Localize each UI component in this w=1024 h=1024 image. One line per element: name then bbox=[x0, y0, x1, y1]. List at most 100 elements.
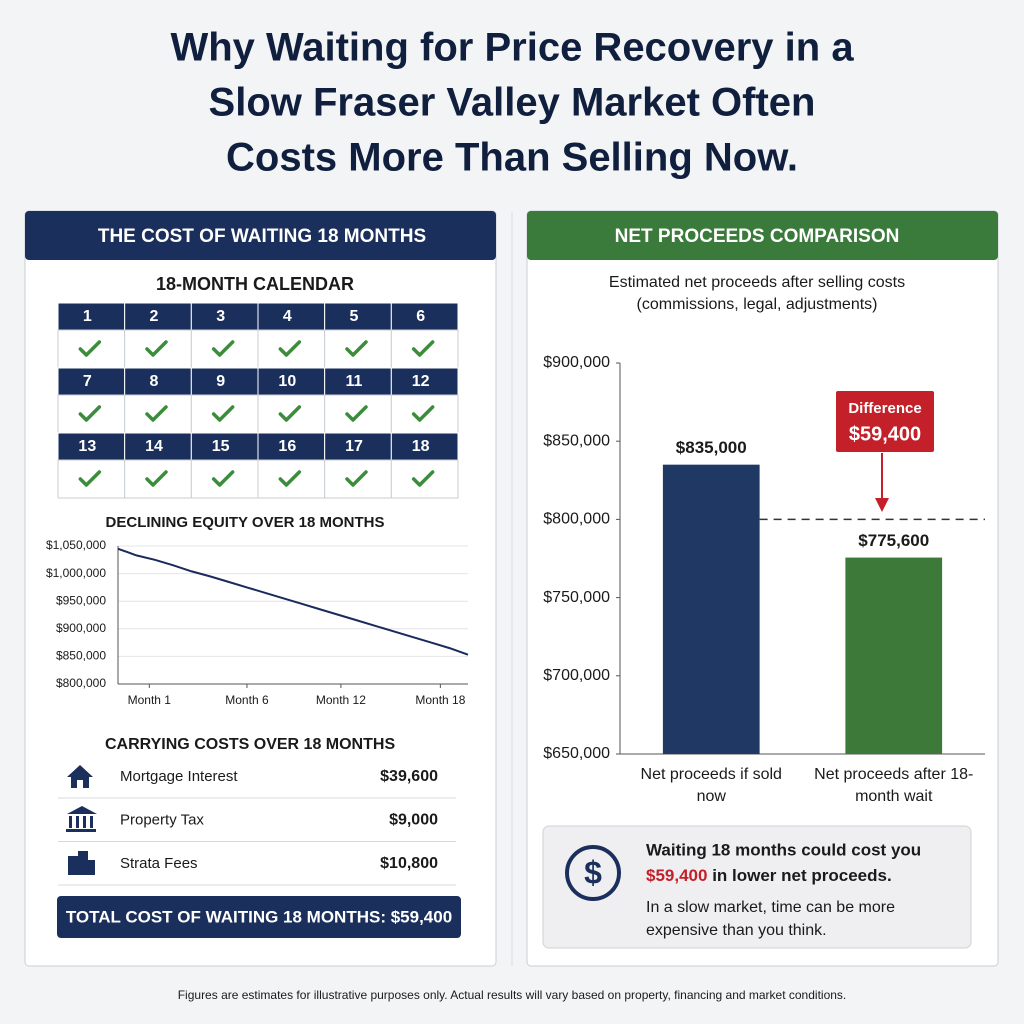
check-mark bbox=[345, 405, 368, 422]
check-mark bbox=[411, 470, 435, 487]
calendar-month: 18 bbox=[412, 438, 430, 455]
bar bbox=[662, 464, 760, 754]
total-bar bbox=[57, 896, 461, 938]
calendar-month: 10 bbox=[278, 373, 296, 390]
bank-column bbox=[83, 816, 86, 828]
callout-box bbox=[542, 825, 972, 949]
bank-column bbox=[76, 816, 79, 828]
building-icon bbox=[68, 851, 95, 875]
right-panel-header bbox=[527, 211, 998, 260]
y-tick-label: $750,000 bbox=[543, 589, 610, 606]
calendar-header-cell bbox=[57, 432, 126, 461]
bar-value-label: $775,600 bbox=[858, 531, 929, 550]
y-tick-label: $1,000,000 bbox=[46, 566, 106, 580]
calendar-month: 2 bbox=[150, 308, 159, 325]
x-tick-label: Net proceeds after 18-month wait bbox=[814, 766, 974, 805]
check-mark bbox=[345, 340, 368, 357]
check-mark bbox=[78, 470, 102, 487]
y-tick-label: $900,000 bbox=[543, 354, 610, 371]
calendar-header-cell bbox=[124, 302, 192, 331]
callout-note: In a slow market, time can be more expen… bbox=[646, 899, 895, 939]
title-line: Costs More Than Selling Now. bbox=[226, 136, 798, 180]
calendar-header-cell bbox=[57, 367, 126, 396]
check-mark bbox=[78, 340, 102, 357]
x-tick-label: Month 12 bbox=[316, 693, 366, 707]
line-chart-title: DECLINING EQUITY OVER 18 MONTHS bbox=[106, 514, 385, 531]
check-mark bbox=[211, 340, 235, 357]
bar-value-label: $835,000 bbox=[676, 438, 747, 457]
building-block bbox=[87, 860, 95, 875]
calendar-month: 5 bbox=[350, 308, 359, 325]
calendar-month: 16 bbox=[278, 438, 296, 455]
house-icon-shape bbox=[67, 765, 93, 788]
bank-column bbox=[69, 816, 72, 828]
bank-icon bbox=[66, 806, 97, 832]
calendar-month: 17 bbox=[345, 438, 363, 455]
dollar-sign: $ bbox=[584, 854, 602, 890]
calendar-header-cell bbox=[190, 367, 259, 396]
building-block bbox=[68, 856, 79, 875]
calendar-header-cell bbox=[257, 432, 326, 461]
y-tick-label: $650,000 bbox=[543, 745, 610, 762]
calendar-month: 8 bbox=[150, 373, 159, 390]
calendar-month: 13 bbox=[78, 438, 96, 455]
check-mark bbox=[78, 405, 102, 422]
cost-list: Mortgage Interest $39,600 Property Tax $9,0… bbox=[58, 768, 456, 886]
bank-column bbox=[90, 816, 93, 828]
footnote: Figures are estimates for illustrative p… bbox=[178, 988, 847, 1002]
calendar-header-cell bbox=[124, 432, 192, 461]
difference-box bbox=[836, 391, 934, 452]
check-mark bbox=[411, 405, 435, 422]
costs-title: CARRYING COSTS OVER 18 MONTHS bbox=[105, 736, 395, 753]
dollar-icon bbox=[565, 845, 621, 901]
check-mark bbox=[278, 470, 302, 487]
cost-label: Mortgage Interest bbox=[120, 768, 238, 785]
y-tick-label: $950,000 bbox=[56, 593, 106, 607]
difference-value: $59,400 bbox=[849, 423, 921, 445]
calendar-month: 3 bbox=[216, 308, 225, 325]
callout-lead: Waiting 18 months could cost you bbox=[646, 840, 921, 859]
bar-chart: $650,000 $700,000 $750,000 $800,000 $850,000… bbox=[543, 354, 985, 762]
title-line: Slow Fraser Valley Market Often bbox=[209, 81, 816, 125]
difference-arrowhead bbox=[875, 498, 889, 512]
calendar-month: 1 bbox=[83, 308, 92, 325]
check-mark bbox=[145, 470, 168, 487]
y-tick-label: $800,000 bbox=[56, 676, 106, 690]
difference-label: Difference bbox=[848, 400, 921, 417]
y-tick-label: $1,050,000 bbox=[46, 538, 106, 552]
callout-tail: in lower net proceeds. bbox=[712, 866, 892, 885]
x-tick-label: Net proceeds if sold now bbox=[640, 766, 782, 805]
bar bbox=[845, 557, 943, 754]
x-tick-label: Month 1 bbox=[128, 693, 172, 707]
left-panel-header bbox=[25, 211, 496, 260]
y-tick-label: $800,000 bbox=[543, 511, 610, 528]
calendar-month: 15 bbox=[212, 438, 230, 455]
calendar-month: 6 bbox=[416, 308, 425, 325]
check-mark bbox=[145, 340, 168, 357]
y-tick-label: $700,000 bbox=[543, 667, 610, 684]
calendar-month: 4 bbox=[283, 308, 292, 325]
cost-amount: $9,000 bbox=[389, 812, 438, 829]
calendar-month: 14 bbox=[145, 438, 163, 455]
house-door bbox=[77, 780, 83, 788]
cost-amount: $39,600 bbox=[380, 768, 438, 785]
check-mark bbox=[211, 470, 235, 487]
calendar-cell bbox=[390, 394, 459, 434]
building-block bbox=[78, 851, 88, 875]
x-tick-label: Month 6 bbox=[225, 693, 269, 707]
y-tick-label: $850,000 bbox=[543, 432, 610, 449]
calendar-header-cell bbox=[390, 367, 459, 396]
check-mark bbox=[411, 340, 435, 357]
check-mark bbox=[145, 405, 168, 422]
calendar-month: 12 bbox=[412, 373, 430, 390]
bar-chart-subtitle: Estimated net proceeds after selling cos… bbox=[608, 274, 906, 313]
total-text: TOTAL COST OF WAITING 18 MONTHS: $59,400 bbox=[66, 907, 452, 926]
check-mark bbox=[278, 340, 302, 357]
y-tick-label: $850,000 bbox=[56, 649, 106, 663]
equity-line bbox=[117, 547, 469, 656]
callout-line: $59,400 in lower net proceeds. bbox=[646, 866, 892, 885]
x-tick-label: Month 18 bbox=[415, 693, 465, 707]
calendar-month: 9 bbox=[216, 373, 225, 390]
